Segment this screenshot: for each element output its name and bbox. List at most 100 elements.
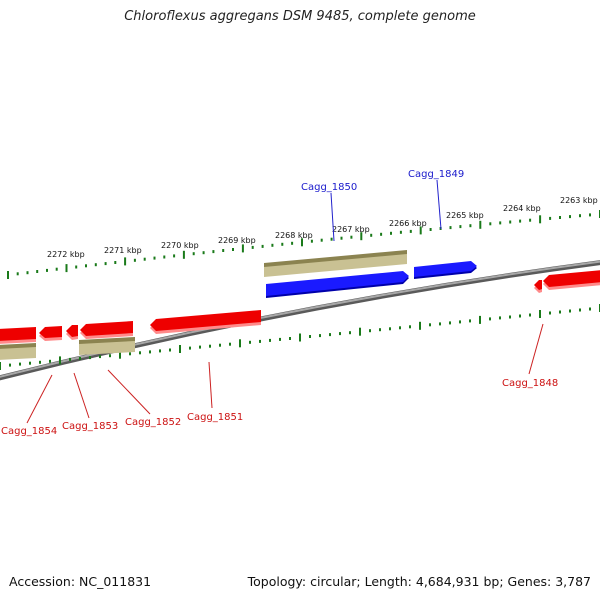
minor-tick <box>94 263 97 267</box>
minor-tick <box>75 265 78 269</box>
minor-tick <box>192 252 195 256</box>
minor-tick <box>330 237 333 241</box>
tick-label: 2269 kbp <box>218 236 256 245</box>
minor-tick <box>289 337 291 340</box>
tick-label: 2270 kbp <box>161 241 199 250</box>
minor-tick <box>291 241 294 245</box>
minor-tick <box>159 349 161 353</box>
minor-tick <box>279 337 281 341</box>
label-leader-line <box>73 372 90 419</box>
minor-tick <box>369 329 371 333</box>
gene-label-cagg-1850[interactable]: Cagg_1850 <box>301 182 357 193</box>
minor-tick <box>449 226 452 230</box>
minor-tick <box>232 248 234 251</box>
minor-tick <box>269 338 271 342</box>
major-tick <box>65 264 68 273</box>
gene-label-cagg-1851[interactable]: Cagg_1851 <box>187 412 243 423</box>
feature-bar[interactable] <box>264 250 407 277</box>
label-leader-line <box>26 374 53 424</box>
minor-tick <box>271 243 274 247</box>
reverse-gene-arrow[interactable] <box>66 325 78 340</box>
minor-tick <box>36 270 39 273</box>
minor-tick <box>519 314 521 318</box>
minor-tick <box>579 308 581 312</box>
major-tick <box>179 345 181 353</box>
minor-tick <box>259 339 261 343</box>
major-tick <box>419 321 421 330</box>
gene-label-cagg-1849[interactable]: Cagg_1849 <box>408 169 464 180</box>
minor-tick <box>509 220 512 224</box>
minor-tick <box>370 233 373 237</box>
minor-tick <box>459 320 461 324</box>
major-tick <box>182 250 185 259</box>
major-tick <box>119 350 121 359</box>
major-tick <box>419 226 422 235</box>
forward-gene-arrow[interactable] <box>266 271 409 298</box>
gene-label-cagg-1853[interactable]: Cagg_1853 <box>62 421 118 432</box>
minor-tick <box>249 340 251 344</box>
label-leader-line <box>436 179 442 230</box>
minor-tick <box>329 333 331 337</box>
forward-gene-arrow[interactable] <box>414 261 477 279</box>
major-tick <box>539 215 542 224</box>
backbone-line <box>0 260 600 378</box>
minor-tick <box>429 228 432 231</box>
minor-tick <box>349 331 351 335</box>
minor-tick <box>143 257 146 261</box>
minor-tick <box>589 307 591 311</box>
gene-label-cagg-1854[interactable]: Cagg_1854 <box>1 426 57 437</box>
minor-tick <box>222 249 225 252</box>
major-tick <box>359 327 361 336</box>
minor-tick <box>229 342 231 346</box>
minor-tick <box>99 355 101 359</box>
reverse-gene-arrow[interactable] <box>0 327 36 344</box>
genome-summary-text: Topology: circular; Length: 4,684,931 bp… <box>247 574 591 589</box>
minor-tick <box>380 232 383 236</box>
minor-tick <box>49 359 51 363</box>
minor-tick <box>173 254 176 258</box>
minor-tick <box>55 267 58 271</box>
major-tick <box>239 339 241 348</box>
minor-tick <box>390 231 392 235</box>
minor-tick <box>399 230 402 234</box>
tick-label: 2271 kbp <box>104 246 142 255</box>
genome-title: Chloroflexus aggregans DSM 9485, complet… <box>124 9 476 24</box>
reverse-gene-arrow[interactable] <box>534 280 542 293</box>
minor-tick <box>104 262 107 266</box>
major-tick <box>7 271 9 279</box>
major-tick <box>479 315 481 324</box>
major-tick <box>539 310 541 318</box>
reverse-gene-arrow[interactable] <box>150 310 261 334</box>
minor-tick <box>559 216 561 219</box>
minor-tick <box>46 268 48 272</box>
reverse-gene-arrow[interactable] <box>543 270 600 290</box>
minor-tick <box>469 224 472 228</box>
reverse-gene-arrow[interactable] <box>39 326 62 341</box>
feature-bar[interactable] <box>79 337 135 355</box>
accession-text: Accession: NC_011831 <box>9 574 152 589</box>
major-tick <box>360 232 363 241</box>
label-leader-line <box>107 369 151 415</box>
feature-bar[interactable] <box>0 343 36 360</box>
minor-tick <box>489 222 492 226</box>
minor-tick <box>16 272 19 276</box>
minor-tick <box>589 213 591 217</box>
major-tick <box>59 356 61 365</box>
minor-tick <box>499 316 501 320</box>
tick-label: 2263 kbp <box>560 196 598 205</box>
minor-tick <box>579 214 581 218</box>
gene-label-cagg-1848[interactable]: Cagg_1848 <box>502 378 558 389</box>
reverse-gene-arrow[interactable] <box>80 321 133 339</box>
gene-label-cagg-1852[interactable]: Cagg_1852 <box>125 417 181 428</box>
tick-label: 2267 kbp <box>332 225 370 234</box>
major-tick <box>241 244 244 253</box>
minor-tick <box>569 309 571 313</box>
minor-tick <box>149 350 151 354</box>
minor-tick <box>219 343 221 347</box>
minor-tick <box>499 221 502 225</box>
minor-tick <box>489 317 491 321</box>
minor-tick <box>133 258 136 262</box>
minor-tick <box>529 313 531 317</box>
